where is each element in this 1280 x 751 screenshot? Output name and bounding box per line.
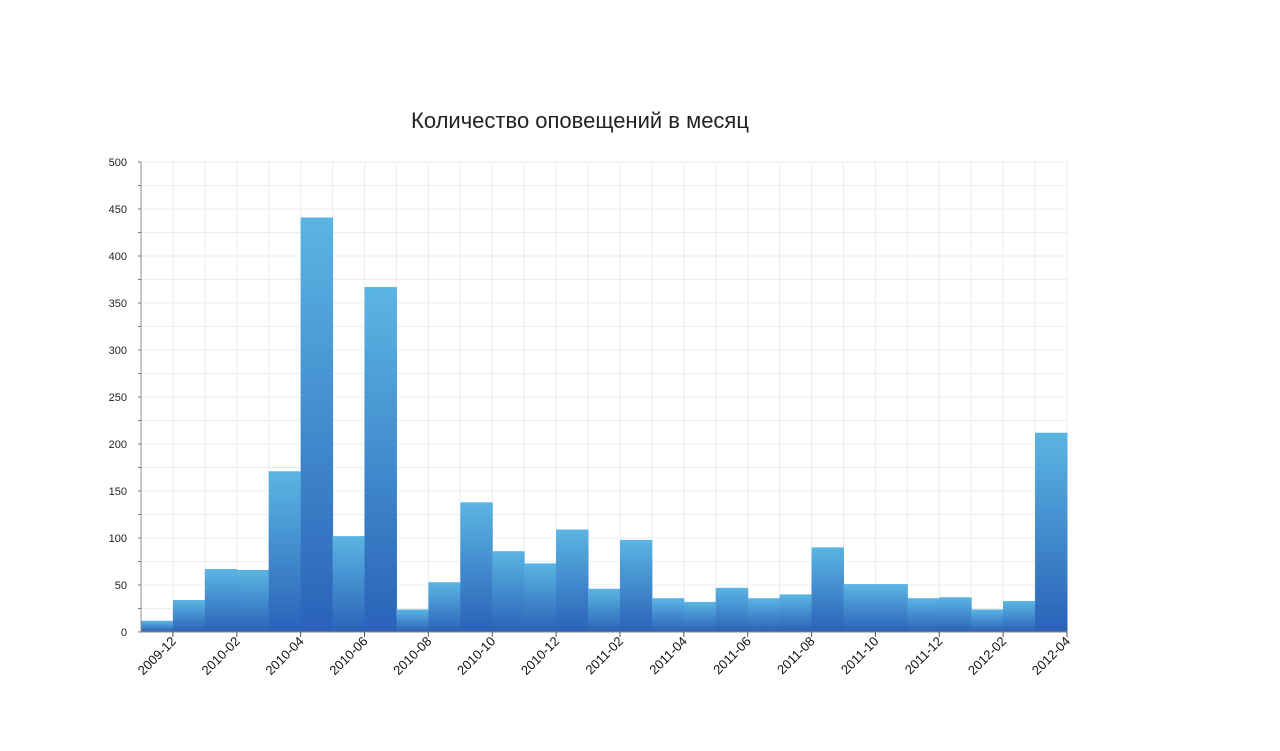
bar-2010-02 xyxy=(236,569,270,632)
bar-2011-04 xyxy=(683,601,717,632)
bar-2011-12 xyxy=(939,597,972,632)
x-tick-label: 2012-02 xyxy=(965,634,1009,678)
bar-2010-10 xyxy=(492,551,525,632)
x-tick-label: 2010-12 xyxy=(518,634,562,678)
x-tick-label: 2011-10 xyxy=(838,634,882,678)
x-tick-label: 2011-12 xyxy=(902,634,946,678)
bar-2011-08 xyxy=(811,547,844,632)
bar-2011-06 xyxy=(747,598,781,632)
x-tick-label: 2010-10 xyxy=(454,634,498,678)
bar-2010-11 xyxy=(524,563,557,632)
y-tick-label: 100 xyxy=(109,533,127,545)
y-tick-label: 450 xyxy=(109,204,127,216)
bar-2009-12 xyxy=(172,600,206,632)
bar-2010-09 xyxy=(460,502,493,632)
bar-2012-03 xyxy=(1035,432,1068,632)
y-tick-label: 300 xyxy=(109,345,127,357)
bar-2011-01 xyxy=(588,588,621,632)
x-tick-label: 2010-06 xyxy=(326,634,370,678)
bar-2011-02 xyxy=(619,539,653,632)
bar-2010-05 xyxy=(332,536,366,632)
x-tick-label: 2010-08 xyxy=(390,634,434,678)
x-tick-label: 2010-04 xyxy=(262,634,306,678)
x-tick-label: 2011-06 xyxy=(710,634,754,678)
bar-2010-01 xyxy=(204,569,238,632)
y-tick-label: 150 xyxy=(109,486,127,498)
bar-2012-01 xyxy=(971,609,1004,632)
y-tick-label: 250 xyxy=(109,392,127,404)
x-tick-label: 2011-08 xyxy=(774,634,818,678)
x-tick-label: 2011-04 xyxy=(646,634,690,678)
bar-2010-12 xyxy=(556,529,589,632)
bar-2011-07 xyxy=(779,594,813,632)
bar-2011-03 xyxy=(651,598,685,632)
y-tick-label: 50 xyxy=(115,580,127,592)
bar-2011-09 xyxy=(843,584,876,632)
y-tick-label: 500 xyxy=(109,157,127,169)
bars xyxy=(141,217,1068,632)
bar-2011-11 xyxy=(907,598,940,632)
bar-2012-02 xyxy=(1003,600,1036,632)
bar-2010-07 xyxy=(396,609,429,632)
x-tick-label: 2011-02 xyxy=(582,634,626,678)
x-tick-label: 2010-02 xyxy=(199,634,243,678)
chart-title: Количество оповещений в месяц xyxy=(411,108,749,133)
bar-2011-10 xyxy=(875,584,908,632)
bar-2010-08 xyxy=(428,582,461,632)
bar-2010-06 xyxy=(364,287,397,632)
bar-2010-04 xyxy=(300,217,334,632)
y-tick-label: 0 xyxy=(121,627,127,639)
x-tick-label: 2009-12 xyxy=(135,634,179,678)
x-tick-label: 2012-04 xyxy=(1029,634,1073,678)
y-tick-label: 200 xyxy=(109,439,127,451)
bar-2010-03 xyxy=(268,471,302,632)
bar-2011-05 xyxy=(715,587,749,632)
bar-2009-11 xyxy=(141,620,174,632)
y-tick-label: 400 xyxy=(109,251,127,263)
y-tick-label: 350 xyxy=(109,298,127,310)
